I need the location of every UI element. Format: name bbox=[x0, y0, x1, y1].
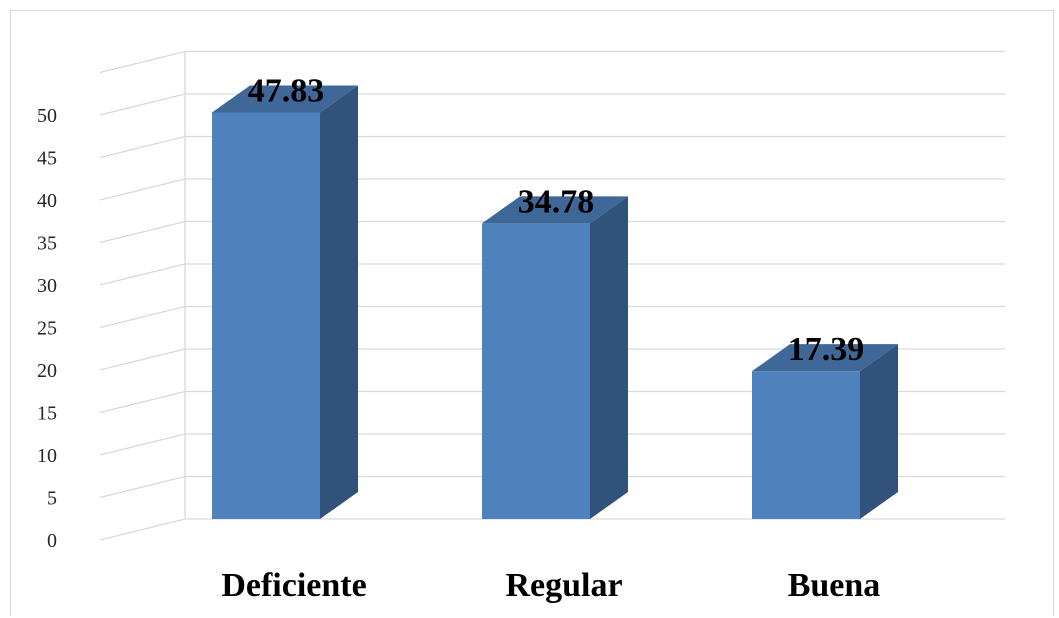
y-tick-label: 35 bbox=[37, 233, 57, 255]
data-label: 47.83 bbox=[248, 72, 325, 109]
bar-top-deficiente bbox=[212, 85, 358, 113]
gridline-diagonal bbox=[99, 93, 186, 116]
x-category-label: Regular bbox=[505, 567, 622, 604]
bar-side-buena bbox=[860, 344, 898, 519]
data-label: 34.78 bbox=[518, 183, 595, 220]
data-labels: 47.83 34.78 17.39 bbox=[248, 72, 865, 368]
x-category-label: Buena bbox=[788, 567, 881, 604]
y-tick-label: 0 bbox=[47, 530, 57, 552]
gridline-diagonal bbox=[99, 220, 186, 244]
bar-regular bbox=[482, 223, 590, 519]
gridline-diagonal bbox=[99, 263, 186, 286]
gridline-diagonal bbox=[99, 178, 186, 201]
y-tick-label: 40 bbox=[37, 190, 57, 212]
chart-frame bbox=[10, 10, 1054, 616]
x-category-label: Deficiente bbox=[221, 567, 366, 604]
y-tick-label: 30 bbox=[37, 275, 57, 297]
gridline-diagonal bbox=[99, 348, 186, 371]
gridline-diagonal bbox=[99, 433, 186, 456]
bar-top-regular bbox=[482, 196, 628, 224]
y-axis-ticks: 0 5 10 15 20 25 30 35 40 45 50 bbox=[37, 105, 57, 552]
gridline-diagonal bbox=[99, 475, 186, 499]
bar-top-buena bbox=[752, 344, 898, 372]
y-tick-label: 15 bbox=[37, 403, 57, 425]
bar-buena bbox=[752, 371, 860, 519]
y-tick-label: 10 bbox=[37, 445, 57, 467]
bar-side-regular bbox=[590, 196, 628, 519]
y-tick-label: 20 bbox=[37, 360, 57, 382]
y-tick-label: 25 bbox=[37, 318, 57, 340]
y-tick-label: 50 bbox=[37, 105, 57, 127]
x-axis-categories: Deficiente Regular Buena bbox=[221, 567, 880, 604]
bars bbox=[212, 85, 898, 519]
gridline-diagonal bbox=[99, 390, 186, 414]
gridline-diagonal bbox=[99, 50, 186, 74]
data-label: 17.39 bbox=[788, 331, 865, 368]
y-tick-label: 5 bbox=[47, 488, 57, 510]
bar-side-deficiente bbox=[320, 85, 358, 519]
gridline-diagonal bbox=[99, 305, 186, 329]
y-tick-label: 45 bbox=[37, 148, 57, 170]
gridline-diagonal bbox=[99, 135, 186, 159]
gridline-diagonal bbox=[99, 518, 186, 541]
bar-deficiente bbox=[212, 112, 320, 519]
